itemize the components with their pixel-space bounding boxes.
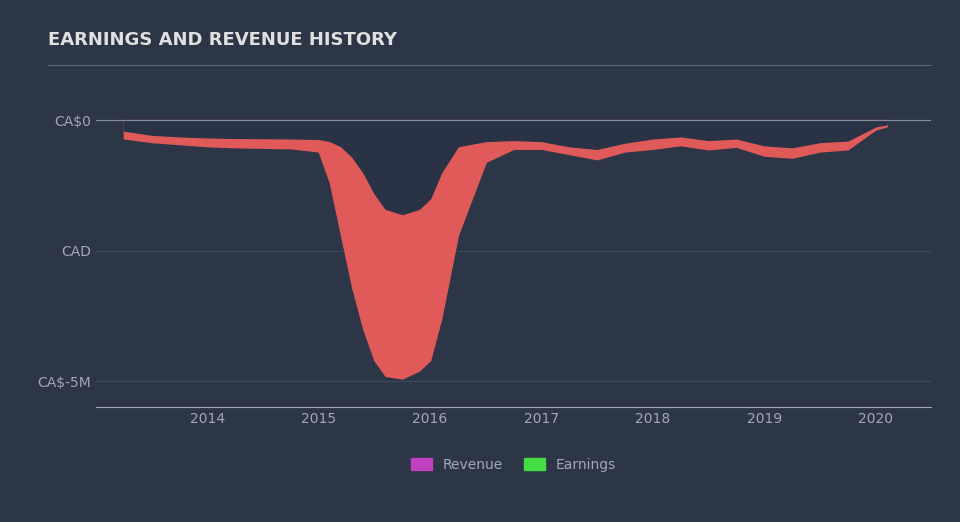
Legend: Revenue, Earnings: Revenue, Earnings xyxy=(404,450,623,479)
Text: EARNINGS AND REVENUE HISTORY: EARNINGS AND REVENUE HISTORY xyxy=(48,31,397,49)
